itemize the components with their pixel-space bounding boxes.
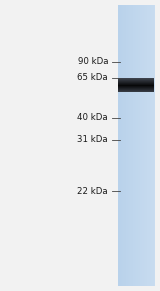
Text: 31 kDa: 31 kDa <box>77 136 108 145</box>
Text: 22 kDa: 22 kDa <box>77 187 108 196</box>
Text: 65 kDa: 65 kDa <box>77 74 108 83</box>
Text: 90 kDa: 90 kDa <box>77 58 108 67</box>
Text: 40 kDa: 40 kDa <box>77 113 108 123</box>
